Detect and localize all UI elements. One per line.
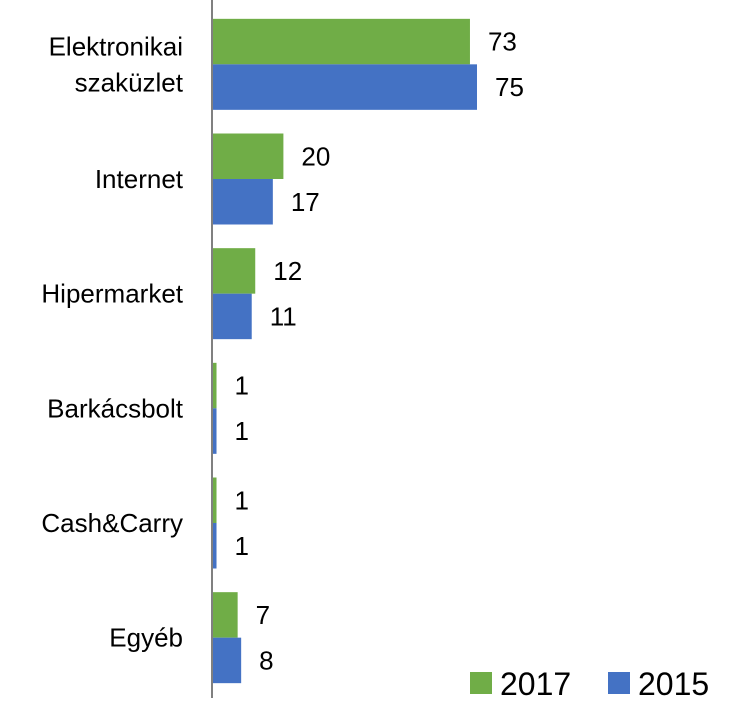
category-label-line: Hipermarket [41, 279, 183, 309]
legend-label-2017: 2017 [500, 666, 571, 702]
bar-2015 [213, 408, 217, 454]
category-labels-group: Elektronikai szaküzlet Internet Hipermarket… [41, 31, 183, 652]
legend-label-2015: 2015 [638, 666, 709, 702]
data-label-2017: 12 [273, 256, 302, 286]
category-label-line: Internet [95, 164, 184, 194]
data-label-2017: 7 [256, 600, 270, 630]
bar-2015 [213, 523, 217, 569]
bar-2017 [213, 592, 238, 638]
data-label-2015: 1 [235, 416, 249, 446]
bar-2015 [213, 179, 273, 225]
category-label: Cash&Carry [41, 508, 183, 538]
legend: 2017 2015 [470, 666, 709, 702]
bar-2017 [213, 477, 217, 523]
category-label: Elektronikai szaküzlet [49, 31, 184, 97]
bar-2017 [213, 18, 470, 65]
data-label-2017: 1 [235, 371, 249, 401]
category-label-line: szaküzlet [75, 67, 184, 97]
bar-2015 [213, 293, 252, 340]
data-label-2017: 20 [301, 141, 330, 171]
data-label-2015: 11 [270, 301, 297, 331]
data-label-2015: 17 [291, 187, 320, 217]
data-label-2015: 8 [259, 645, 273, 675]
category-label-line: Elektronikai [49, 31, 183, 61]
bar-2015 [213, 637, 242, 684]
legend-swatch-2017 [470, 672, 492, 694]
bar-2017 [213, 248, 256, 294]
data-label-2017: 1 [235, 485, 249, 515]
bar-2015 [213, 64, 477, 110]
data-label-2015: 75 [495, 72, 524, 102]
category-label: Hipermarket [41, 279, 183, 309]
data-label-2017: 73 [488, 27, 517, 57]
legend-swatch-2015 [608, 672, 630, 694]
bars-group [213, 18, 477, 684]
category-label: Barkácsbolt [47, 393, 184, 423]
category-label-line: Cash&Carry [41, 508, 183, 538]
category-label-line: Egyéb [109, 623, 183, 653]
data-label-2015: 1 [235, 531, 249, 561]
category-label: Egyéb [109, 623, 183, 653]
category-label-line: Barkácsbolt [47, 393, 184, 423]
bar-2017 [213, 362, 217, 409]
bar-2017 [213, 133, 284, 179]
category-label: Internet [95, 164, 184, 194]
